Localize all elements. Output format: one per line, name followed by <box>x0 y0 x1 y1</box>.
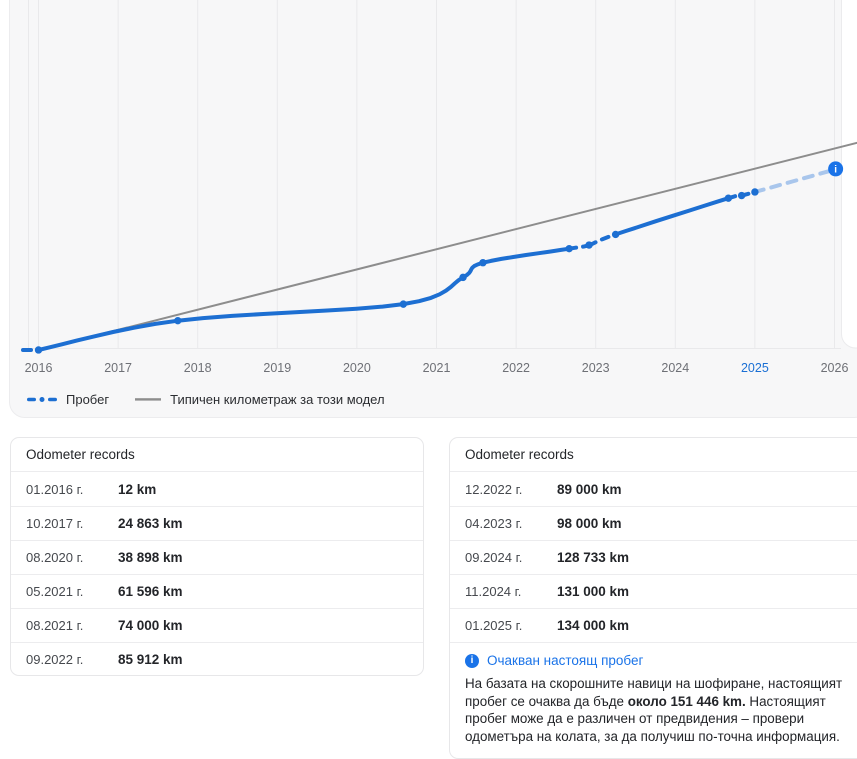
expected-mileage-note: i Очакван настоящ пробег На базата на ск… <box>450 642 857 745</box>
forecast-info-icon-glyph: i <box>834 165 837 176</box>
odometer-record-row: 11.2024 г.131 000 km <box>450 574 857 608</box>
record-date: 05.2021 г. <box>11 584 118 599</box>
x-axis-label-2022: 2022 <box>502 361 530 375</box>
record-date: 10.2017 г. <box>11 516 118 531</box>
expected-mileage-value: около 151 446 km. <box>628 694 746 709</box>
record-date: 08.2020 г. <box>11 550 118 565</box>
record-date: 09.2022 г. <box>11 652 118 667</box>
mileage-point[interactable] <box>400 300 407 307</box>
odometer-record-row: 10.2017 г.24 863 km <box>11 506 423 540</box>
mileage-line-solid[interactable] <box>39 198 729 350</box>
x-axis-label-2026: 2026 <box>821 361 849 375</box>
mileage-point[interactable] <box>459 274 466 281</box>
mileage-point[interactable] <box>612 231 619 238</box>
mileage-point[interactable] <box>479 259 486 266</box>
record-date: 04.2023 г. <box>450 516 557 531</box>
x-axis-label-2020: 2020 <box>343 361 371 375</box>
mileage-dash-dot-icon <box>27 395 57 404</box>
info-icon: i <box>465 654 479 668</box>
mileage-forecast-line[interactable] <box>755 171 828 192</box>
legend-item-typical[interactable]: Типичен километраж за този модел <box>135 392 384 407</box>
mileage-point[interactable] <box>738 192 745 199</box>
odometer-record-row: 05.2021 г.61 596 km <box>11 574 423 608</box>
legend-label-mileage: Пробег <box>66 392 109 407</box>
chart-legend: Пробег Типичен километраж за този модел <box>27 392 385 407</box>
record-value: 38 898 km <box>118 550 183 565</box>
odometer-record-row: 08.2021 г.74 000 km <box>11 608 423 642</box>
record-value: 89 000 km <box>557 482 622 497</box>
odometer-record-row: 01.2016 г.12 km <box>11 472 423 506</box>
legend-item-mileage[interactable]: Пробег <box>27 392 109 407</box>
record-date: 08.2021 г. <box>11 618 118 633</box>
card-title: Odometer records <box>450 438 857 472</box>
x-axis-label-2025: 2025 <box>741 361 769 375</box>
odometer-record-row: 12.2022 г.89 000 km <box>450 472 857 506</box>
expected-mileage-header[interactable]: i Очакван настоящ пробег <box>465 653 854 668</box>
record-value: 85 912 km <box>118 652 183 667</box>
record-value: 74 000 km <box>118 618 183 633</box>
record-value: 134 000 km <box>557 618 629 633</box>
mileage-point[interactable] <box>725 194 732 201</box>
mileage-point[interactable] <box>35 346 42 353</box>
record-date: 09.2024 г. <box>450 550 557 565</box>
record-date: 01.2016 г. <box>11 482 118 497</box>
record-value: 24 863 km <box>118 516 183 531</box>
record-value: 12 km <box>118 482 156 497</box>
typical-mileage-line[interactable] <box>39 142 857 350</box>
odometer-record-row: 08.2020 г.38 898 km <box>11 540 423 574</box>
mileage-point[interactable] <box>751 188 758 195</box>
mileage-point[interactable] <box>174 317 181 324</box>
expected-mileage-title: Очакван настоящ пробег <box>487 653 643 668</box>
record-date: 11.2024 г. <box>450 584 557 599</box>
odometer-record-row: 01.2025 г.134 000 km <box>450 608 857 642</box>
odometer-record-row: 09.2024 г.128 733 km <box>450 540 857 574</box>
x-axis-label-2016: 2016 <box>25 361 53 375</box>
mileage-point[interactable] <box>565 245 572 252</box>
mileage-point[interactable] <box>585 241 592 248</box>
odometer-record-row: 09.2022 г.85 912 km <box>11 642 423 676</box>
x-axis-label-2024: 2024 <box>661 361 689 375</box>
odometer-record-row: 04.2023 г.98 000 km <box>450 506 857 540</box>
card-title: Odometer records <box>11 438 423 472</box>
record-value: 128 733 km <box>557 550 629 565</box>
x-axis-label-2023: 2023 <box>582 361 610 375</box>
x-axis-label-2019: 2019 <box>263 361 291 375</box>
x-axis-label-2018: 2018 <box>184 361 212 375</box>
typical-line-icon <box>135 395 161 404</box>
record-value: 98 000 km <box>557 516 622 531</box>
expected-mileage-text: На базата на скорошните навици на шофира… <box>465 675 857 745</box>
x-axis-label-2021: 2021 <box>423 361 451 375</box>
record-date: 12.2022 г. <box>450 482 557 497</box>
cutoff-overlay-panel <box>842 0 857 348</box>
x-axis-label-2017: 2017 <box>104 361 132 375</box>
mileage-chart[interactable]: i <box>0 0 857 420</box>
record-value: 131 000 km <box>557 584 629 599</box>
record-value: 61 596 km <box>118 584 183 599</box>
legend-label-typical: Типичен километраж за този модел <box>170 392 384 407</box>
record-date: 01.2025 г. <box>450 618 557 633</box>
